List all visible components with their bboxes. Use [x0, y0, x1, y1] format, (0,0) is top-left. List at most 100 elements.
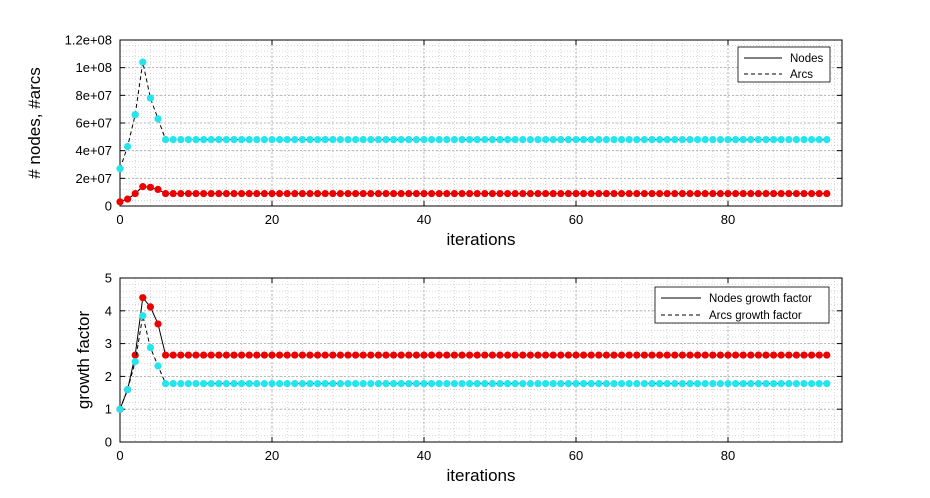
data-point — [564, 351, 573, 359]
data-point — [321, 380, 329, 388]
data-point — [777, 189, 785, 198]
data-point — [450, 380, 458, 388]
data-point — [154, 185, 162, 193]
data-point — [587, 380, 595, 388]
data-point — [146, 94, 154, 102]
data-point — [435, 380, 443, 388]
data-point — [200, 351, 208, 359]
data-point — [564, 136, 573, 144]
data-point — [587, 136, 595, 144]
data-point — [192, 136, 200, 144]
data-point — [230, 351, 238, 359]
data-point — [815, 189, 823, 198]
data-point — [177, 136, 185, 144]
data-point — [534, 136, 542, 144]
data-point — [200, 380, 208, 388]
data-point — [390, 380, 398, 388]
data-point — [549, 189, 557, 198]
data-point — [443, 189, 451, 198]
data-point — [602, 351, 611, 359]
data-point — [572, 136, 580, 144]
data-point — [762, 351, 770, 359]
x-axis-label: iterations — [447, 230, 516, 249]
data-point — [139, 294, 147, 302]
data-point — [184, 189, 192, 198]
data-point — [359, 136, 367, 144]
x-tick-label: 0 — [116, 448, 123, 463]
data-point — [557, 351, 565, 359]
data-point — [648, 136, 656, 144]
data-point — [595, 380, 603, 388]
data-point — [215, 189, 223, 198]
data-point — [276, 380, 284, 388]
x-tick-label: 60 — [569, 212, 583, 227]
data-point — [329, 351, 337, 359]
data-point — [625, 351, 633, 359]
data-point — [131, 189, 139, 198]
data-point — [618, 351, 626, 359]
data-point — [306, 351, 314, 359]
legend: Nodes growth factor Arcs growth factor — [654, 286, 830, 324]
data-point — [306, 189, 314, 198]
data-point — [382, 351, 390, 359]
data-point — [268, 380, 276, 388]
data-point — [321, 351, 329, 359]
data-point — [139, 58, 147, 66]
data-point — [192, 351, 200, 359]
axes-frame — [119, 277, 843, 443]
data-point — [557, 136, 565, 144]
y-tick-label: 4 — [105, 303, 112, 318]
data-point — [808, 136, 816, 144]
data-point — [405, 351, 413, 359]
data-point — [762, 189, 770, 198]
data-point — [663, 136, 671, 144]
data-point — [618, 380, 626, 388]
data-point — [435, 189, 443, 198]
y-tick-label: 2e+07 — [75, 171, 112, 186]
data-point — [359, 351, 367, 359]
data-point — [488, 351, 496, 359]
data-point — [397, 136, 405, 144]
y-tick-label: 0 — [105, 435, 112, 450]
data-point — [253, 189, 261, 198]
data-point — [283, 351, 291, 359]
x-tick-label: 20 — [265, 448, 279, 463]
data-point — [519, 351, 527, 359]
data-point — [747, 380, 755, 388]
data-point — [116, 165, 124, 173]
data-point — [352, 351, 360, 359]
data-point — [131, 111, 139, 119]
data-point — [154, 362, 162, 370]
data-point — [610, 351, 618, 359]
data-point — [648, 380, 656, 388]
data-point — [610, 189, 618, 198]
data-point — [200, 136, 208, 144]
data-point — [739, 189, 747, 198]
data-point — [633, 380, 641, 388]
data-point — [678, 189, 687, 198]
data-point — [511, 136, 519, 144]
data-point — [291, 380, 299, 388]
data-point — [519, 189, 527, 198]
y-tick-label: 5 — [105, 271, 112, 286]
data-point — [329, 189, 337, 198]
data-point — [762, 380, 770, 388]
data-point — [701, 136, 709, 144]
data-point — [245, 136, 253, 144]
data-point — [466, 380, 474, 388]
data-point — [321, 136, 329, 144]
data-point — [154, 320, 162, 328]
data-point — [435, 136, 443, 144]
data-point — [724, 351, 732, 359]
data-point — [815, 380, 823, 388]
data-point — [314, 351, 322, 359]
data-point — [253, 136, 261, 144]
data-point — [344, 189, 352, 198]
data-point — [146, 183, 154, 191]
data-point — [405, 136, 413, 144]
data-point — [511, 189, 519, 198]
data-point — [602, 136, 611, 144]
data-point — [625, 136, 633, 144]
data-point — [564, 380, 573, 388]
